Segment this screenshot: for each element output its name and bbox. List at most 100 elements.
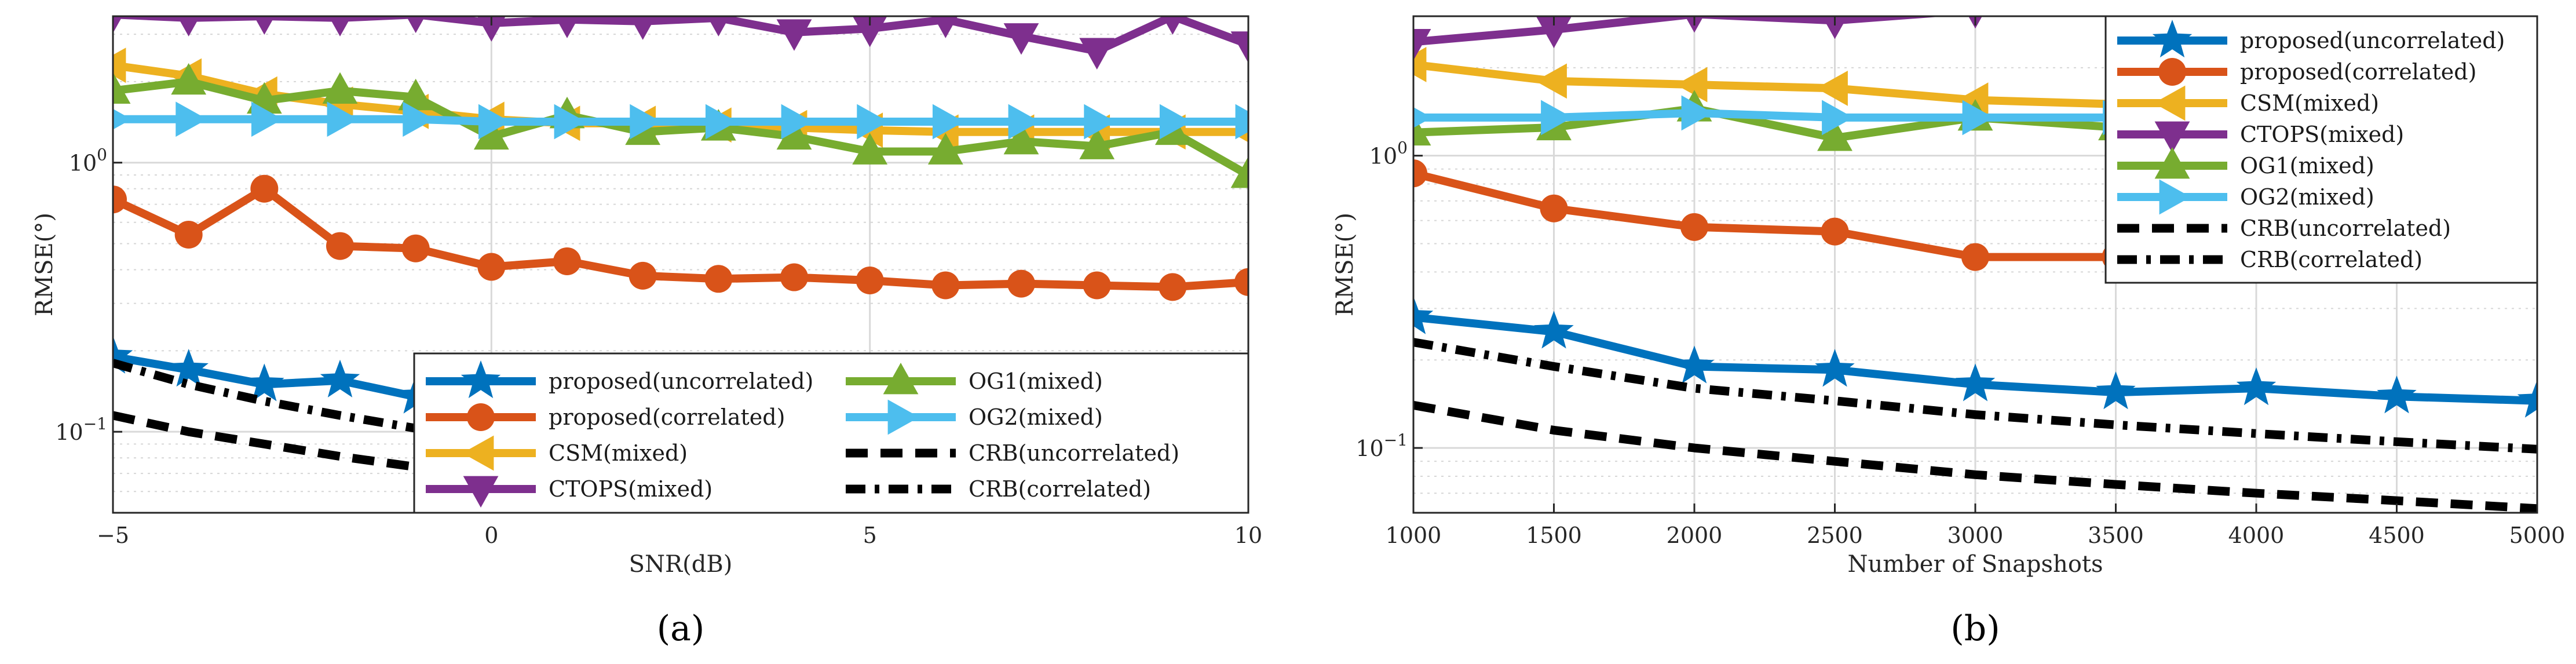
- data-point: [113, 108, 131, 130]
- data-point: [244, 363, 284, 402]
- y-tick-label: 10−1: [55, 414, 107, 445]
- y-tick-label: 10−1: [1355, 430, 1408, 461]
- data-point: [1961, 243, 1989, 271]
- legend-entry-crb-correlated: CRB(correlated): [846, 476, 1151, 502]
- data-point: [933, 16, 958, 38]
- data-point: [1235, 104, 1248, 140]
- data-point: [1540, 194, 1568, 222]
- panel-a: −5 0 5 10 100 10−1 SNR(dB) RMSE(°) (a) proposed(u…: [31, 15, 1262, 649]
- legend-entry-crb-uncorrelated: CRB(uncorrelated): [846, 440, 1179, 466]
- data-point: [251, 101, 283, 137]
- data-point: [1162, 16, 1183, 35]
- data-point: [1815, 349, 1855, 387]
- legend-label: proposed(uncorrelated): [549, 369, 813, 394]
- data-point: [856, 267, 884, 295]
- legend-label: proposed(uncorrelated): [2240, 28, 2505, 53]
- x-tick-label: 2000: [1667, 523, 1723, 548]
- x-tick-label: 3500: [2088, 523, 2144, 548]
- series-crb-correlated: [1413, 338, 2537, 454]
- series-crb-uncorrelated: [1413, 401, 2537, 513]
- legend-label: CSM(mixed): [2240, 90, 2379, 116]
- legend-entry-crb-uncorrelated: CRB(uncorrelated): [2117, 216, 2451, 241]
- data-point: [1230, 31, 1248, 63]
- data-point: [1821, 217, 1849, 246]
- data-point: [1962, 100, 1994, 136]
- legend-label: OG2(mixed): [2240, 184, 2374, 210]
- data-point: [780, 263, 808, 291]
- data-point: [554, 104, 586, 140]
- y-tick-label: 100: [69, 145, 107, 176]
- data-point: [927, 133, 963, 165]
- data-point: [1413, 296, 1434, 334]
- data-point: [1003, 23, 1039, 55]
- legend-entry-proposed-uncorrelated: proposed(uncorrelated): [426, 360, 813, 399]
- legend: proposed(uncorrelated) proposed(correlate…: [413, 352, 1249, 514]
- legend-entry-csm-mixed: CSM(mixed): [2117, 85, 2379, 121]
- data-point: [254, 16, 275, 35]
- data-point: [477, 16, 506, 42]
- data-point: [1083, 271, 1111, 300]
- data-point: [776, 118, 812, 150]
- panel-b: 1000 1500 2000 2500 3000 3500 4000 4500 5000 100 1…: [1332, 15, 2566, 649]
- legend-marker: [2159, 179, 2191, 215]
- subplot-label: (b): [1950, 608, 2000, 649]
- legend-marker: [887, 399, 919, 435]
- legend-entry-proposed-uncorrelated: proposed(uncorrelated): [2117, 20, 2505, 58]
- x-tick-label: 1500: [1526, 523, 1582, 548]
- data-point: [328, 16, 352, 37]
- data-point: [113, 16, 123, 34]
- data-point: [1234, 268, 1248, 296]
- data-point: [1536, 16, 1572, 49]
- data-point: [2377, 375, 2417, 414]
- legend-marker: [462, 435, 494, 471]
- legend-label: CTOPS(mixed): [549, 476, 712, 502]
- data-point: [931, 271, 960, 300]
- data-point: [1079, 38, 1115, 70]
- data-point: [1676, 67, 1708, 103]
- legend-entry-og1-mixed: OG1(mixed): [2117, 147, 2374, 179]
- series-proposed-uncorrelated: [1413, 296, 2537, 418]
- legend-entry-proposed-correlated: proposed(correlated): [426, 403, 785, 431]
- series-line-og1-mixed: [113, 77, 1248, 179]
- series-line-proposed-correlated: [113, 184, 1248, 291]
- data-point: [398, 78, 434, 111]
- data-point: [1413, 159, 1427, 188]
- data-point: [1822, 16, 1848, 39]
- legend-label: proposed(correlated): [2240, 59, 2476, 85]
- data-point: [2096, 371, 2136, 410]
- x-tick-label: 4000: [2228, 523, 2285, 548]
- data-point: [852, 16, 887, 48]
- x-tick-label: 3000: [1947, 523, 2004, 548]
- series-line-og2-mixed: [113, 115, 1248, 126]
- data-point: [1680, 213, 1708, 241]
- legend-entry-csm-mixed: CSM(mixed): [426, 435, 688, 471]
- data-point: [1413, 114, 1431, 146]
- x-tick-label: 5: [863, 523, 877, 548]
- legend-label: OG2(mixed): [969, 404, 1103, 430]
- data-point: [478, 104, 510, 140]
- data-point: [1003, 122, 1039, 155]
- data-point: [320, 359, 360, 397]
- legend-label: CRB(uncorrelated): [2240, 216, 2451, 241]
- data-point: [776, 19, 812, 51]
- data-point: [1817, 119, 1852, 151]
- legend-marker: [2154, 147, 2190, 179]
- series-line-crb-uncorrelated: [1413, 401, 2537, 513]
- data-point: [554, 16, 580, 38]
- x-tick-label: 10: [1234, 523, 1262, 548]
- data-point: [1541, 100, 1573, 136]
- x-axis-label: Number of Snapshots: [1848, 551, 2103, 578]
- data-point: [1159, 104, 1192, 140]
- data-point: [781, 104, 813, 140]
- data-point: [1822, 100, 1854, 136]
- data-point: [1534, 311, 1574, 349]
- x-tick-label: 2500: [1807, 523, 1863, 548]
- data-point: [1008, 104, 1040, 140]
- data-point: [406, 16, 425, 34]
- data-point: [174, 221, 203, 249]
- legend-label: CRB(correlated): [2240, 247, 2422, 272]
- data-point: [1674, 345, 1715, 384]
- legend-marker: [461, 360, 501, 399]
- x-tick-label: 5000: [2509, 523, 2566, 548]
- legend-label: CRB(correlated): [969, 476, 1151, 502]
